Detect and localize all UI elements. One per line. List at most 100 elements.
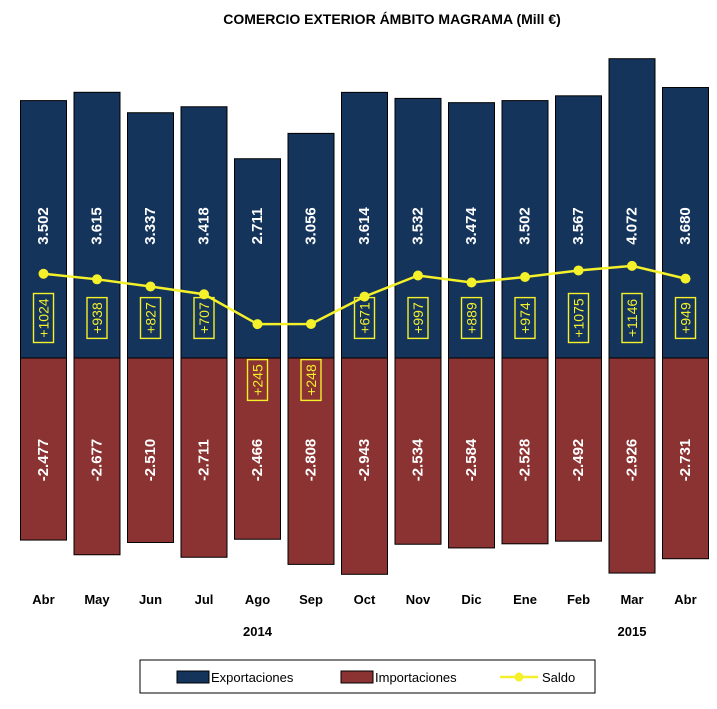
month-tick-label: Jul [195, 592, 214, 607]
month-tick-label: Feb [567, 592, 590, 607]
exportaciones-bar [662, 87, 709, 359]
legend-label-exportaciones: Exportaciones [211, 670, 294, 685]
month-tick-label: Dic [461, 592, 481, 607]
saldo-value-label: +248 [303, 364, 319, 396]
importaciones-value-label: -2.711 [196, 439, 213, 481]
importaciones-value-label: -2.510 [142, 439, 159, 482]
saldo-point [680, 273, 691, 284]
exportaciones-bar [394, 97, 442, 359]
exportaciones-bar [20, 100, 67, 359]
saldo-value-label: +1075 [571, 298, 587, 338]
importaciones-value-label: -2.492 [570, 439, 587, 482]
saldo-point [520, 271, 530, 282]
exportaciones-value-label: 3.680 [677, 207, 694, 245]
bar-value-labels: 3.502 -2.477 3.615 -2.677 3.337 -2.510 3.418 -2… [35, 207, 694, 482]
saldo-label-box [621, 292, 643, 344]
saldo-point [306, 318, 316, 329]
exportaciones-value-label: 3.474 [463, 207, 480, 245]
saldo-value-label: +1024 [36, 298, 52, 338]
exportaciones-value-label: 3.614 [356, 207, 373, 245]
exportaciones-bar [608, 58, 656, 359]
importaciones-value-label: -2.477 [35, 439, 52, 482]
importaciones-bar [448, 357, 495, 549]
legend: Exportaciones Importaciones Saldo [139, 659, 596, 694]
saldo-point [627, 260, 637, 271]
importaciones-value-label: -2.731 [677, 439, 694, 482]
saldo-point [252, 319, 263, 330]
saldo-label-box [674, 296, 697, 340]
year-label: 2014 [243, 624, 273, 639]
exportaciones-value-label: 3.567 [570, 207, 587, 245]
exportaciones-bars [20, 58, 709, 359]
saldo-label-box [567, 292, 590, 344]
importaciones-value-label: -2.584 [463, 438, 480, 481]
exportaciones-value-label: 3.532 [410, 207, 427, 245]
exportaciones-value-label: 3.502 [517, 207, 534, 245]
saldo-point [199, 289, 209, 300]
saldo-value-label: +997 [410, 302, 426, 334]
saldo-point [38, 268, 49, 279]
month-tick-label: Oct [354, 592, 376, 607]
saldo-label-box [32, 292, 55, 344]
exportaciones-value-label: 2.711 [249, 208, 266, 245]
saldo-value-label: +245 [250, 364, 266, 396]
month-tick-label: Ene [513, 592, 537, 607]
saldo-value-label: +974 [517, 302, 533, 334]
importaciones-bar [662, 357, 709, 560]
exportaciones-bar [555, 95, 602, 359]
legend-swatch-saldo-point [514, 672, 524, 682]
saldo-label-box [353, 296, 376, 340]
x-axis: Abr May Jun Jul Ago Sep Oct Nov Dic Ene Feb Mar Abr 2… [32, 592, 696, 639]
saldo-label-box [139, 296, 162, 340]
saldo-point [413, 270, 423, 281]
importaciones-bar [234, 357, 281, 540]
saldo-label-box [407, 296, 429, 340]
importaciones-bars [20, 357, 709, 575]
exportaciones-value-label: 3.502 [35, 207, 52, 245]
year-label: 2015 [618, 624, 647, 639]
saldo-point [359, 291, 370, 302]
saldo-point [466, 277, 477, 288]
month-tick-label: May [84, 592, 110, 607]
importaciones-bar [20, 357, 67, 541]
saldo-value-label: +827 [143, 302, 159, 334]
importaciones-bar [127, 357, 174, 543]
saldo-label-box [514, 296, 536, 340]
importaciones-bar [394, 357, 442, 545]
saldo-value-label: +938 [89, 302, 105, 334]
importaciones-bar [180, 357, 228, 558]
saldo-label-box [193, 296, 215, 340]
chart-title: COMERCIO EXTERIOR ÁMBITO MAGRAMA (Mill €… [223, 11, 561, 27]
legend-label-saldo: Saldo [542, 670, 575, 685]
month-tick-label: Abr [32, 592, 54, 607]
month-tick-label: Abr [674, 592, 696, 607]
saldo-value-label: +707 [196, 302, 212, 334]
importaciones-value-label: -2.677 [89, 439, 106, 482]
exportaciones-value-label: 3.615 [89, 207, 106, 245]
importaciones-bar [555, 357, 602, 542]
importaciones-value-label: -2.943 [356, 439, 373, 482]
saldo-value-labels: +1024 +938 +827 +707 +245 +248 +671 +997 +889 +97… [32, 292, 697, 402]
month-tick-label: Jun [139, 592, 162, 607]
legend-label-importaciones: Importaciones [375, 670, 457, 685]
saldo-point [92, 274, 102, 285]
importaciones-value-label: -2.926 [624, 439, 641, 482]
exportaciones-bar [127, 112, 174, 359]
month-tick-label: Nov [406, 592, 431, 607]
saldo-value-label: +949 [678, 302, 694, 334]
month-tick-label: Mar [620, 592, 643, 607]
exportaciones-value-label: 3.056 [303, 207, 320, 245]
importaciones-bar [501, 357, 549, 545]
saldo-label-box [86, 296, 108, 340]
saldo-point [573, 265, 584, 276]
importaciones-value-label: -2.808 [303, 439, 320, 482]
saldo-value-label: +889 [464, 302, 480, 334]
exportaciones-bar [501, 100, 549, 359]
saldo-value-label: +1146 [624, 299, 640, 337]
saldo-point [145, 281, 156, 292]
exportaciones-bar [73, 91, 121, 359]
importaciones-bar [341, 357, 388, 575]
saldo-label-box [246, 358, 269, 402]
month-tick-label: Ago [245, 592, 270, 607]
